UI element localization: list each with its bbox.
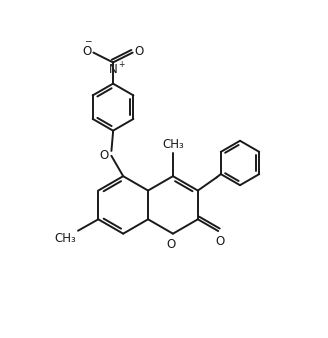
Text: CH₃: CH₃ — [55, 232, 76, 245]
Text: N: N — [109, 63, 117, 76]
Text: CH₃: CH₃ — [162, 138, 184, 151]
Text: O: O — [167, 238, 176, 251]
Text: +: + — [118, 61, 124, 69]
Text: O: O — [134, 45, 144, 58]
Text: −: − — [84, 37, 92, 45]
Text: O: O — [215, 235, 224, 248]
Text: O: O — [100, 149, 109, 162]
Text: O: O — [83, 45, 92, 58]
